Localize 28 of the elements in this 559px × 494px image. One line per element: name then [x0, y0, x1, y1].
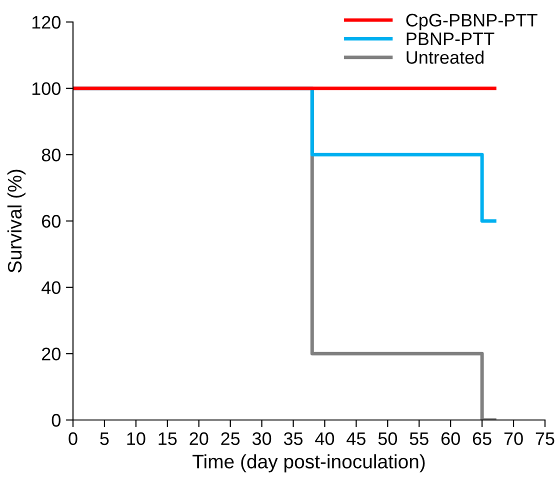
x-axis-title: Time (day post-inoculation): [192, 454, 425, 472]
y-tick-label: 40: [42, 281, 60, 294]
legend-label: CpG-PBNP-PTT: [406, 14, 538, 30]
y-axis-title: Survival (%): [7, 170, 26, 273]
x-tick-label: 55: [410, 432, 428, 446]
x-tick-label: 20: [190, 432, 208, 446]
x-tick-label: 50: [378, 432, 398, 446]
x-tick-label: 25: [221, 432, 240, 446]
y-tick-label: 0: [52, 414, 60, 427]
x-tick-label: 65: [472, 432, 492, 446]
x-tick-label: 70: [504, 432, 523, 446]
x-tick-label: 60: [441, 432, 460, 446]
x-tick-label: 15: [158, 432, 177, 446]
y-tick-label: 100: [32, 82, 60, 96]
x-tick-label: 75: [536, 432, 554, 446]
y-tick-label: 60: [42, 214, 60, 228]
y-tick-label: 80: [42, 148, 60, 162]
legend-label: Untreated: [406, 50, 484, 64]
x-tick-label: 5: [100, 432, 109, 446]
x-tick-label: 30: [252, 432, 272, 446]
x-tick-label: 0: [68, 432, 78, 446]
x-tick-label: 35: [284, 432, 303, 446]
x-tick-label: 40: [315, 432, 334, 446]
x-tick-label: 10: [127, 432, 146, 446]
y-tick-label: 120: [32, 16, 60, 29]
y-tick-label: 20: [42, 348, 60, 360]
x-tick-label: 45: [346, 432, 366, 446]
legend-label: PBNP-PTT: [406, 32, 494, 46]
